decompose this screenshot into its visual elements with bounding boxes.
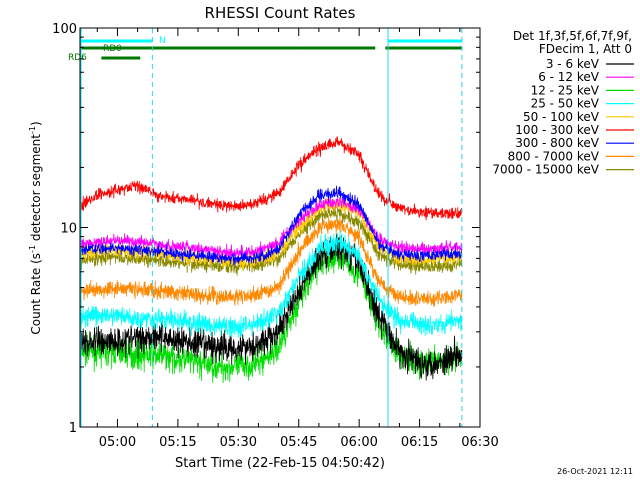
series-line-25-50-keV xyxy=(79,230,463,338)
x-axis-label: Start Time (22-Feb-15 04:50:42) xyxy=(175,456,385,471)
y-label-part-1: Count Rate (s xyxy=(29,253,43,335)
x-tick-label: 05:45 xyxy=(280,435,317,450)
x-axis: 05:00 05:15 05:30 05:45 06:00 06:15 06:30 xyxy=(96,28,499,450)
legend-header-line-1: Det 1f,3f,5f,6f,7f,9f, xyxy=(513,29,632,43)
legend-label-800-7000-keV: 800 - 7000 keV xyxy=(508,149,600,163)
y-axis: 1 10 100 xyxy=(52,22,480,436)
x-tick-label: 05:15 xyxy=(159,435,196,450)
legend-label-300-800-keV: 300 - 800 keV xyxy=(515,136,599,150)
x-tick-label: 05:00 xyxy=(99,435,136,450)
series-line-3-6-keV xyxy=(79,234,463,381)
legend-header-line-2: FDecim 1, Att 0 xyxy=(539,42,632,56)
legend-label-50-100-keV: 50 - 100 keV xyxy=(523,110,600,124)
y-tick-label: 1 xyxy=(69,421,77,436)
x-tick-label: 05:30 xyxy=(220,435,257,450)
x-tick-label: 06:00 xyxy=(340,435,377,450)
bar-label-rd0: RD0 xyxy=(103,44,122,54)
legend-label-3-6-keV: 3 - 6 keV xyxy=(546,57,600,71)
y-tick-label: 100 xyxy=(52,22,77,37)
y-axis-label: Count Rate (s-1 detector segment-1) xyxy=(28,121,43,334)
legend-label-100-300-keV: 100 - 300 keV xyxy=(515,123,599,137)
series-line-800-7000-keV xyxy=(79,215,463,307)
y-label-superscript-1: -1 xyxy=(28,245,37,253)
chart-title: RHESSI Count Rates xyxy=(205,4,356,22)
legend-label-25-50-keV: 25 - 50 keV xyxy=(531,97,600,111)
y-label-superscript-2: -1 xyxy=(28,126,37,134)
legend-label-7000-15000-keV: 7000 - 15000 keV xyxy=(492,163,599,177)
attenuator-bars: N RD0 RD6 xyxy=(68,36,462,63)
series-traces xyxy=(79,136,463,384)
series-line-300-800-keV xyxy=(79,185,463,266)
bar-label-rd6: RD6 xyxy=(68,53,87,63)
series-line-100-300-keV xyxy=(79,136,463,221)
y-tick-label: 10 xyxy=(60,222,77,237)
x-tick-label: 06:15 xyxy=(401,435,438,450)
legend: Det 1f,3f,5f,6f,7f,9f, FDecim 1, Att 0 3… xyxy=(492,29,634,177)
generation-timestamp: 26-Oct-2021 12:11 xyxy=(557,467,633,476)
bar-label-n: N xyxy=(159,36,166,46)
y-label-part-2: detector segment xyxy=(29,134,43,245)
y-label-part-3: ) xyxy=(29,121,43,126)
legend-label-6-12-keV: 6 - 12 keV xyxy=(538,70,600,84)
legend-label-12-25-keV: 12 - 25 keV xyxy=(531,83,600,97)
x-tick-label: 06:30 xyxy=(461,435,498,450)
